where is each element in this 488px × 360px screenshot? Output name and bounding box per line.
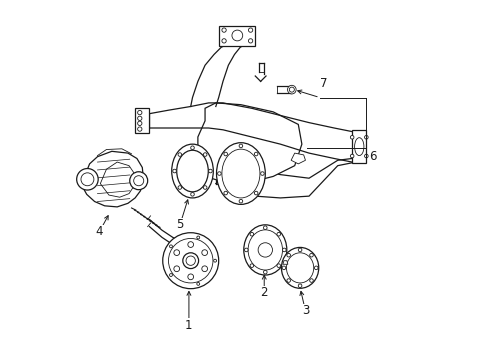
Polygon shape	[219, 26, 255, 45]
Circle shape	[263, 270, 266, 274]
Circle shape	[208, 169, 212, 173]
Circle shape	[202, 266, 207, 272]
Circle shape	[239, 199, 242, 203]
Text: 6: 6	[368, 150, 376, 163]
Ellipse shape	[176, 150, 208, 192]
Ellipse shape	[286, 253, 313, 283]
Text: 1: 1	[185, 319, 192, 332]
Text: 3: 3	[301, 305, 308, 318]
Circle shape	[77, 168, 98, 190]
Circle shape	[174, 250, 179, 256]
Circle shape	[286, 253, 290, 257]
Circle shape	[163, 233, 218, 289]
Ellipse shape	[281, 247, 318, 288]
Circle shape	[137, 116, 142, 121]
Circle shape	[349, 135, 353, 139]
Polygon shape	[135, 108, 149, 134]
Circle shape	[196, 283, 199, 285]
Ellipse shape	[171, 144, 213, 198]
Circle shape	[254, 191, 257, 195]
Circle shape	[254, 152, 257, 156]
Circle shape	[260, 172, 264, 175]
Circle shape	[231, 30, 242, 41]
Circle shape	[213, 259, 216, 262]
Circle shape	[314, 266, 317, 270]
Circle shape	[178, 153, 181, 156]
Circle shape	[309, 279, 313, 282]
Ellipse shape	[216, 143, 265, 204]
Ellipse shape	[247, 230, 282, 270]
Circle shape	[244, 248, 247, 252]
Circle shape	[222, 39, 226, 43]
Text: 2: 2	[260, 287, 267, 300]
Circle shape	[263, 226, 266, 229]
Circle shape	[169, 274, 172, 276]
Ellipse shape	[244, 225, 286, 275]
Ellipse shape	[287, 85, 296, 94]
Circle shape	[187, 242, 193, 247]
Polygon shape	[198, 103, 301, 184]
Circle shape	[249, 264, 253, 267]
Circle shape	[183, 253, 198, 269]
Circle shape	[286, 279, 290, 282]
Circle shape	[239, 144, 242, 148]
Circle shape	[224, 152, 227, 156]
Circle shape	[196, 236, 199, 239]
Circle shape	[203, 186, 206, 189]
Circle shape	[190, 193, 194, 196]
Circle shape	[203, 153, 206, 156]
Circle shape	[276, 264, 280, 267]
Text: 4: 4	[95, 225, 103, 238]
Circle shape	[169, 245, 172, 248]
Circle shape	[248, 28, 252, 32]
Circle shape	[133, 176, 143, 186]
Circle shape	[276, 233, 280, 236]
Polygon shape	[282, 261, 287, 264]
Polygon shape	[290, 153, 305, 164]
Circle shape	[178, 186, 181, 189]
Circle shape	[282, 248, 285, 252]
Ellipse shape	[222, 149, 260, 198]
Ellipse shape	[258, 243, 272, 257]
Ellipse shape	[354, 138, 363, 156]
Circle shape	[282, 266, 285, 270]
Circle shape	[190, 146, 194, 149]
Circle shape	[137, 127, 142, 131]
Circle shape	[249, 233, 253, 236]
Ellipse shape	[289, 87, 294, 92]
Polygon shape	[82, 151, 143, 207]
Circle shape	[349, 154, 353, 158]
Circle shape	[129, 172, 147, 190]
Circle shape	[202, 250, 207, 256]
Circle shape	[81, 173, 94, 186]
Circle shape	[137, 111, 142, 115]
Circle shape	[222, 28, 226, 32]
Circle shape	[364, 135, 367, 139]
Circle shape	[172, 169, 176, 173]
Circle shape	[174, 266, 179, 272]
Circle shape	[168, 238, 212, 283]
Circle shape	[137, 121, 142, 126]
Circle shape	[217, 172, 221, 175]
Circle shape	[224, 191, 227, 195]
Circle shape	[187, 274, 193, 280]
Circle shape	[248, 39, 252, 43]
Polygon shape	[351, 130, 366, 163]
Circle shape	[298, 248, 301, 252]
Circle shape	[185, 256, 195, 265]
Text: 5: 5	[176, 218, 183, 231]
Circle shape	[364, 154, 367, 158]
Text: 7: 7	[319, 77, 326, 90]
Circle shape	[298, 284, 301, 288]
Circle shape	[309, 253, 313, 257]
